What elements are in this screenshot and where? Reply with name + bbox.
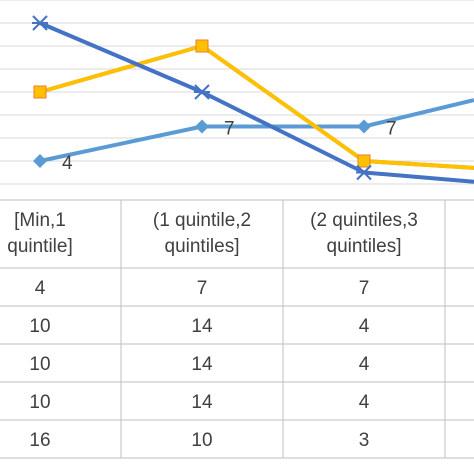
table-cell: 4: [35, 278, 46, 299]
series-line-4: [39, 21, 474, 184]
table-cell: 10: [29, 316, 50, 337]
data-label: 7: [224, 119, 235, 140]
table-cell: 10: [191, 430, 212, 451]
category-label: (1 quintile,2: [153, 210, 251, 231]
category-label: [Min,1: [14, 210, 66, 231]
table-cell: 16: [29, 430, 50, 451]
category-label: quintiles]: [327, 236, 402, 257]
data-point: [32, 15, 48, 31]
data-label: 4: [62, 153, 73, 174]
data-markers: [32, 15, 372, 181]
data-table: [Min,1 quintile] (1 quintile,2 quintiles] (2…: [0, 199, 474, 459]
series-line-2: [39, 44, 474, 170]
data-label: 7: [386, 119, 397, 140]
data-point: [357, 119, 371, 134]
series-line-1: [39, 98, 474, 163]
table-cell: 4: [359, 354, 370, 375]
table-cell: 14: [191, 392, 213, 413]
table-cell: 14: [191, 354, 213, 375]
data-point: [33, 154, 47, 168]
data-point: [357, 154, 371, 168]
table-cell: 10: [29, 354, 50, 375]
series-lines: [39, 21, 474, 184]
data-labels: 4 7 7: [62, 119, 397, 175]
data-point: [194, 84, 210, 100]
data-point: [356, 164, 372, 181]
category-label: quintile]: [7, 236, 73, 257]
table-cell: 10: [29, 392, 50, 413]
data-point: [33, 85, 47, 99]
series-line-3: [39, 44, 474, 170]
data-point: [195, 119, 209, 134]
table-cell: 7: [359, 278, 370, 299]
table-cell: 14: [191, 316, 213, 337]
table-cell: 4: [359, 316, 370, 337]
table-cell: 7: [197, 278, 208, 299]
table-cell: 4: [359, 392, 370, 413]
data-point: [195, 39, 209, 53]
table-cell: 3: [359, 430, 370, 451]
category-label: quintiles]: [165, 236, 240, 257]
category-label: (2 quintiles,3: [310, 210, 418, 231]
